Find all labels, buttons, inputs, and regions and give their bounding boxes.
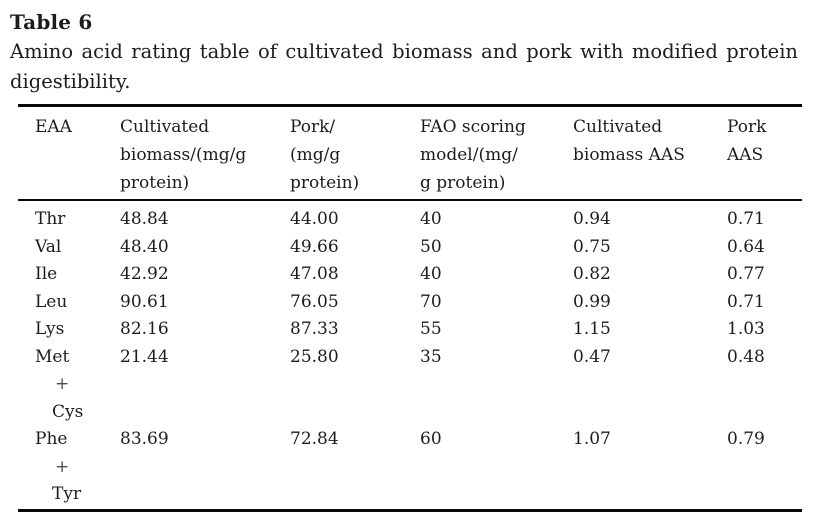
- table-mid-rule: [18, 199, 802, 201]
- table-body: Thr 48.84 44.00 40 0.94 0.71 Val 48.40 4…: [18, 206, 802, 509]
- cell-fao-score: 50: [420, 236, 442, 257]
- header-line: Cultivated: [573, 117, 663, 137]
- header-line: g protein): [420, 172, 506, 193]
- cell-cultivated-biomass-aas: 0.47: [573, 346, 611, 367]
- cell-cultivated-biomass: 48.84: [120, 209, 169, 229]
- header-line: protein): [290, 172, 360, 193]
- table-row-thr: Thr 48.84 44.00 40 0.94 0.71: [18, 206, 802, 234]
- table-row-ile: Ile 42.92 47.08 40 0.82 0.77: [18, 261, 802, 289]
- cell-fao-score: 55: [420, 319, 442, 339]
- header-line: Pork/: [290, 117, 336, 137]
- eaa-label: Phe: [35, 429, 68, 449]
- cell-eaa: Val: [18, 234, 120, 262]
- cell-fao-score: 70: [420, 291, 442, 312]
- column-header-pork-aas: Pork AAS: [727, 114, 802, 197]
- table-top-rule: [18, 104, 802, 107]
- table-row-val: Val 48.40 49.66 50 0.75 0.64: [18, 234, 802, 262]
- cell-eaa: Thr: [18, 206, 120, 234]
- header-line: biomass/(mg/g: [120, 144, 247, 165]
- column-header-cultivated-biomass: Cultivated biomass/(mg/g protein): [120, 114, 290, 197]
- cell-cultivated-biomass: 48.40: [120, 236, 169, 257]
- table-caption: Amino acid rating table of cultivated bi…: [10, 37, 798, 97]
- cell-eaa: Ile: [18, 261, 120, 289]
- eaa-label: Leu: [35, 291, 68, 312]
- cell-pork-aas: 0.71: [727, 209, 765, 229]
- table-row-leu: Leu 90.61 76.05 70 0.99 0.71: [18, 289, 802, 317]
- table-row-met-cys: Met + Cys 21.44 25.80 35 0.47 0.48: [18, 344, 802, 427]
- cell-fao-score: 40: [420, 209, 442, 229]
- cell-eaa: Met + Cys: [18, 344, 120, 427]
- header-line: (mg/g: [290, 144, 341, 165]
- table-bottom-rule: [18, 509, 802, 512]
- caption-line-1: Amino acid rating table of cultivated bi…: [10, 40, 798, 63]
- header-line: biomass AAS: [573, 144, 685, 165]
- cell-pork-aas: 0.77: [727, 264, 765, 284]
- cell-pork-aas: 0.79: [727, 429, 765, 449]
- cell-fao-score: 60: [420, 429, 442, 449]
- plus-sign: +: [55, 456, 70, 477]
- cell-eaa: Phe + Tyr: [18, 426, 120, 509]
- eaa-label: Lys: [35, 319, 65, 339]
- cell-cultivated-biomass-aas: 0.99: [573, 291, 611, 312]
- eaa-label: Ile: [35, 264, 58, 284]
- header-line: Cultivated: [120, 117, 210, 137]
- cell-pork-aas: 1.03: [727, 319, 765, 339]
- cell-cultivated-biomass-aas: 0.94: [573, 209, 611, 229]
- eaa-label: Met: [35, 346, 70, 367]
- cell-pork-aas: 0.48: [727, 346, 765, 367]
- header-line: Pork: [727, 117, 767, 137]
- cell-cultivated-biomass: 42.92: [120, 264, 169, 284]
- cell-pork: 87.33: [290, 319, 339, 339]
- cell-cultivated-biomass-aas: 0.82: [573, 264, 611, 284]
- plus-sign: +: [55, 374, 70, 394]
- cell-fao-score: 40: [420, 264, 442, 284]
- table-row-phe-tyr: Phe + Tyr 83.69 72.84 60 1.07 0.79: [18, 426, 802, 509]
- header-line: AAS: [727, 144, 764, 165]
- cell-cultivated-biomass: 83.69: [120, 429, 169, 449]
- table-row-lys: Lys 82.16 87.33 55 1.15 1.03: [18, 316, 802, 344]
- cell-pork: 47.08: [290, 264, 339, 284]
- caption-line-2: digestibility.: [10, 70, 131, 93]
- eaa-label: Tyr: [52, 484, 82, 504]
- header-line: model/(mg/: [420, 144, 518, 165]
- column-header-eaa: EAA: [18, 114, 120, 197]
- cell-cultivated-biomass-aas: 1.15: [573, 319, 611, 339]
- cell-pork: 49.66: [290, 236, 339, 257]
- cell-pork-aas: 0.71: [727, 291, 765, 312]
- cell-cultivated-biomass-aas: 1.07: [573, 429, 611, 449]
- cell-cultivated-biomass: 82.16: [120, 319, 169, 339]
- eaa-label: Val: [35, 236, 62, 257]
- table-label: Table 6: [10, 10, 93, 34]
- cell-eaa: Lys: [18, 316, 120, 344]
- table-header-row: EAA Cultivated biomass/(mg/g protein) Po…: [18, 114, 802, 197]
- cell-pork: 72.84: [290, 429, 339, 449]
- header-line: EAA: [35, 117, 72, 137]
- cell-cultivated-biomass: 21.44: [120, 346, 169, 367]
- cell-cultivated-biomass-aas: 0.75: [573, 236, 611, 257]
- eaa-label: Thr: [35, 209, 66, 229]
- header-line: protein): [120, 172, 190, 193]
- column-header-fao-scoring-model: FAO scoring model/(mg/ g protein): [420, 114, 573, 197]
- cell-cultivated-biomass: 90.61: [120, 291, 169, 312]
- cell-fao-score: 35: [420, 346, 442, 367]
- cell-eaa: Leu: [18, 289, 120, 317]
- column-header-cultivated-biomass-aas: Cultivated biomass AAS: [573, 114, 727, 197]
- cell-pork-aas: 0.64: [727, 236, 765, 257]
- cell-pork: 25.80: [290, 346, 339, 367]
- column-header-pork: Pork/ (mg/g protein): [290, 114, 420, 197]
- header-line: FAO scoring: [420, 117, 526, 137]
- eaa-label: Cys: [52, 401, 84, 422]
- cell-pork: 76.05: [290, 291, 339, 312]
- cell-pork: 44.00: [290, 209, 339, 229]
